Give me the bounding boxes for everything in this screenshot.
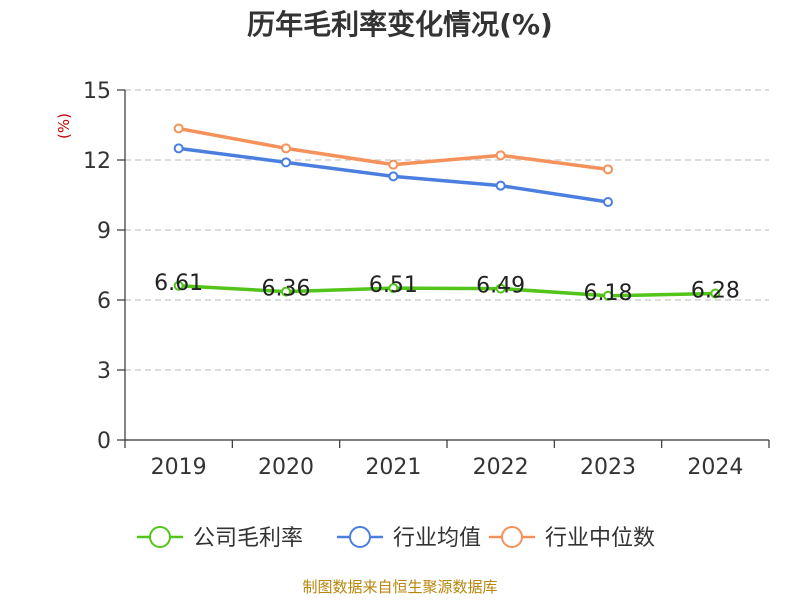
y-tick-label: 12 <box>83 149 111 174</box>
x-tick-label: 2021 <box>365 455 421 480</box>
axes: 0 3 6 9 12 15 2019 2020 2021 2022 2023 2024 <box>83 79 770 480</box>
legend-label: 行业中位数 <box>545 526 655 551</box>
data-label: 6.18 <box>584 281 633 306</box>
data-label: 6.36 <box>262 277 311 302</box>
legend-item-2[interactable]: 行业中位数 <box>489 526 655 551</box>
series-line <box>176 284 718 298</box>
y-axis-unit-label: (%) <box>55 113 73 139</box>
data-point <box>388 283 399 294</box>
data-point <box>281 143 291 154</box>
legend-marker <box>349 526 371 548</box>
y-tick-label: 6 <box>97 289 111 314</box>
y-tick-label: 0 <box>97 429 111 454</box>
legend[interactable]: 公司毛利率 行业均值 行业中位数 <box>137 526 655 551</box>
legend-marker <box>149 526 171 548</box>
data-point <box>603 197 613 207</box>
data-point <box>173 280 184 291</box>
chart-title: 历年毛利率变化情况(%) <box>247 8 553 41</box>
series-0: 6.61 6.36 6.51 6.49 6.18 6.28 <box>154 271 740 306</box>
data-source-note: 制图数据来自恒生聚源数据库 <box>302 578 497 596</box>
data-point <box>388 159 399 170</box>
legend-item-1[interactable]: 行业均值 <box>337 526 481 551</box>
data-point <box>495 283 506 294</box>
legend-marker <box>501 526 523 548</box>
data-point <box>281 157 291 168</box>
data-point <box>495 180 506 191</box>
grid-lines <box>125 89 769 371</box>
series-2 <box>173 123 613 175</box>
x-tick-label: 2022 <box>473 455 529 480</box>
legend-label: 公司毛利率 <box>193 526 303 551</box>
data-point <box>173 123 184 134</box>
x-tick-label: 2024 <box>687 455 743 480</box>
legend-label: 行业均值 <box>393 526 481 551</box>
data-point <box>603 290 613 301</box>
data-point <box>388 171 399 182</box>
data-label: 6.61 <box>154 271 203 296</box>
data-point <box>495 150 506 161</box>
series-1 <box>173 143 613 207</box>
data-label: 6.49 <box>476 274 525 299</box>
y-tick-label: 9 <box>97 219 111 244</box>
y-tick-label: 3 <box>97 359 111 384</box>
y-tick-label: 15 <box>83 79 111 104</box>
x-tick-label: 2023 <box>580 455 636 480</box>
data-point <box>281 286 291 297</box>
data-label: 6.28 <box>691 278 740 303</box>
x-tick-label: 2019 <box>151 455 207 480</box>
x-tick-label: 2020 <box>258 455 314 480</box>
legend-item-0[interactable]: 公司毛利率 <box>137 526 303 551</box>
data-point <box>710 288 721 299</box>
series-layer: 6.61 6.36 6.51 6.49 6.18 6.28 <box>154 123 740 306</box>
data-point <box>603 164 613 175</box>
data-label: 6.51 <box>369 273 418 298</box>
data-point <box>173 143 184 154</box>
